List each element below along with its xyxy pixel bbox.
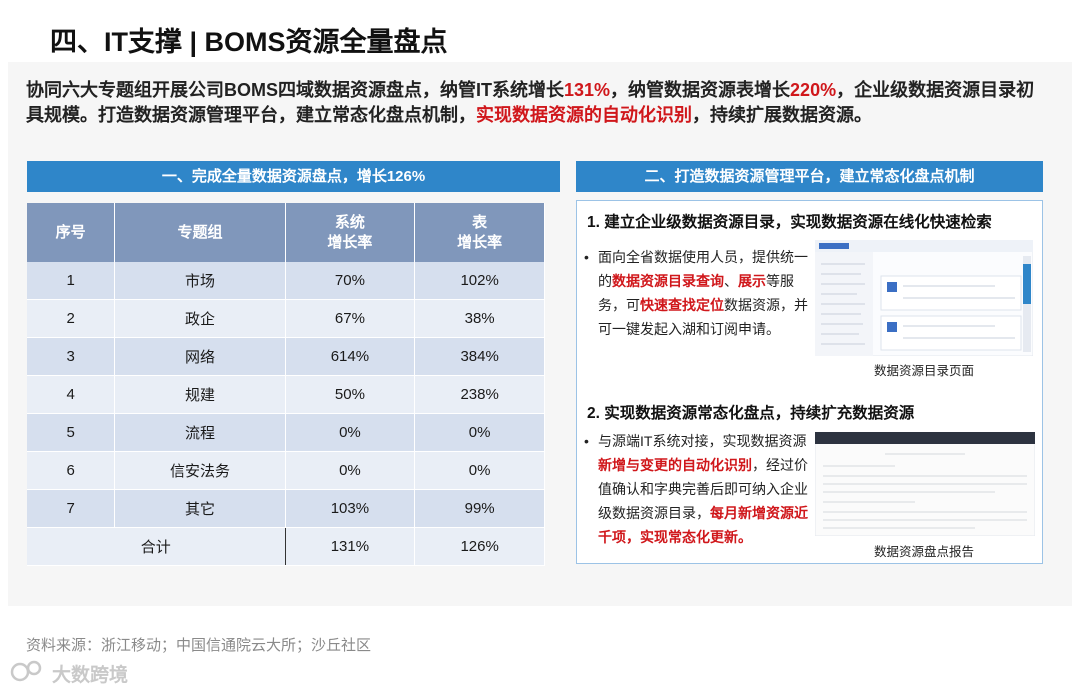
table-cell: 238% [414,375,545,414]
table-cell: 38% [414,299,545,338]
image-caption: 数据资源盘点报告 [873,545,974,559]
column-header: 表 增长率 [414,203,545,262]
text-run: ，经过价值确认和字典完善后即可纳入企业级数据资源目录， [598,457,808,521]
total-cell: 131% [285,527,416,566]
table-cell: 2 [27,299,116,338]
table-row: 1 市场 70% 102% [27,262,545,300]
section-title: 2. 实现数据资源常态化盘点，持续扩充数据资源 [587,405,915,422]
bullet-text: 面向全省数据使用人员，提供统一的数据资源目录查询、展示等服务，可快速查找定位数据… [584,245,820,341]
table-cell: 市场 [114,262,286,300]
highlight-text: 新增与变更的自动化识别 [598,457,752,473]
highlight-text: 220% [790,80,837,100]
table-cell: 信安法务 [114,451,286,490]
section-title: 1. 建立企业级数据资源目录，实现数据资源在线化快速检索 [587,214,992,231]
table-cell: 流程 [114,413,286,452]
table-cell: 50% [285,375,416,414]
total-row: 合计 131% 126% [27,527,545,566]
text-run: 数据资源，并可一键发起入湖和订阅申请。 [598,297,808,337]
growth-table: 序号 专题组 系统 增长率表 增长率 1 市场 70% 102% 2 政企 67% 38% 3 网络 6… [27,203,545,566]
highlight-text: 数据资源目录查询 [612,273,724,289]
right-heading: 二、打造数据资源管理平台，建立常态化盘点机制 [576,161,1043,192]
table-cell: 其它 [114,489,286,528]
table-cell: 3 [27,337,116,376]
column-header: 序号 [27,203,116,262]
table-row: 3 网络 614% 384% [27,337,545,376]
highlight-text: 131% [564,80,611,100]
highlight-text: 快速查找定位 [640,297,724,313]
bullet-text: 与源端IT系统对接，实现数据资源新增与变更的自动化识别，经过价值确认和字典完善后… [584,429,820,549]
table-body: 1 市场 70% 102% 2 政企 67% 38% 3 网络 614% 384% 4 规建 50% 238%… [27,262,545,566]
page-title: 四、IT支撑 | BOMS资源全量盘点 [50,27,448,57]
report-screenshot [815,432,1035,536]
source-note: 资料来源：浙江移动；中国信通院云大所；沙丘社区 [26,637,372,654]
highlight-text: 展示 [738,273,766,289]
text-run: 与源端IT系统对接，实现数据资源 [598,433,807,449]
text-run: ，纳管数据资源表增长 [610,80,791,100]
image-caption: 数据资源目录页面 [873,364,974,378]
text-run: ，企业级数据资源目录初具规模。打造数据资源管理平台，建立常态化盘点机制， [26,80,1035,125]
intro-text: 协同六大专题组开展公司BOMS四域数据资源盘点，纳管IT系统增长131%，纳管数… [26,78,1046,128]
table-row: 2 政企 67% 38% [27,299,545,338]
table-cell: 384% [414,337,545,376]
table-cell: 614% [285,337,416,376]
table-cell: 0% [414,413,545,452]
column-header: 系统 增长率 [285,203,416,262]
text-run: 协同六大专题组开展公司BOMS四域数据资源盘点，纳管IT系统增长 [26,80,564,100]
brand-logo [10,660,42,682]
table-cell: 5 [27,413,116,452]
column-header: 专题组 [114,203,286,262]
table-header: 序号 专题组 系统 增长率表 增长率 [27,203,545,262]
table-cell: 0% [285,413,416,452]
table-cell: 网络 [114,337,286,376]
table-cell: 103% [285,489,416,528]
catalog-screenshot [815,240,1033,356]
table-row: 7 其它 103% 99% [27,489,545,528]
table-cell: 1 [27,262,116,300]
highlight-text: 实现数据资源的自动化识别 [476,105,692,125]
table-cell: 0% [285,451,416,490]
table-cell: 67% [285,299,416,338]
table-cell: 7 [27,489,116,528]
highlight-text: 每月新增资源近千项，实现常态化更新。 [598,505,808,545]
table-cell: 规建 [114,375,286,414]
text-run: ，持续扩展数据资源。 [692,105,872,125]
total-cell: 126% [414,527,545,566]
text-run: 等服务，可 [598,273,794,313]
table-cell: 102% [414,262,545,300]
table-cell: 70% [285,262,416,300]
table-row: 6 信安法务 0% 0% [27,451,545,490]
table-cell: 99% [414,489,545,528]
left-heading: 一、完成全量数据资源盘点，增长126% [27,161,560,192]
table-cell: 0% [414,451,545,490]
table-cell: 政企 [114,299,286,338]
text-run: 、 [724,273,738,289]
text-run: 面向全省数据使用人员，提供统一的 [598,249,808,289]
table-row: 4 规建 50% 238% [27,375,545,414]
table-cell: 4 [27,375,116,414]
brand-name: 大数跨境 [52,665,129,686]
total-cell: 合计 [27,527,286,566]
table-cell: 6 [27,451,116,490]
table-row: 5 流程 0% 0% [27,413,545,452]
